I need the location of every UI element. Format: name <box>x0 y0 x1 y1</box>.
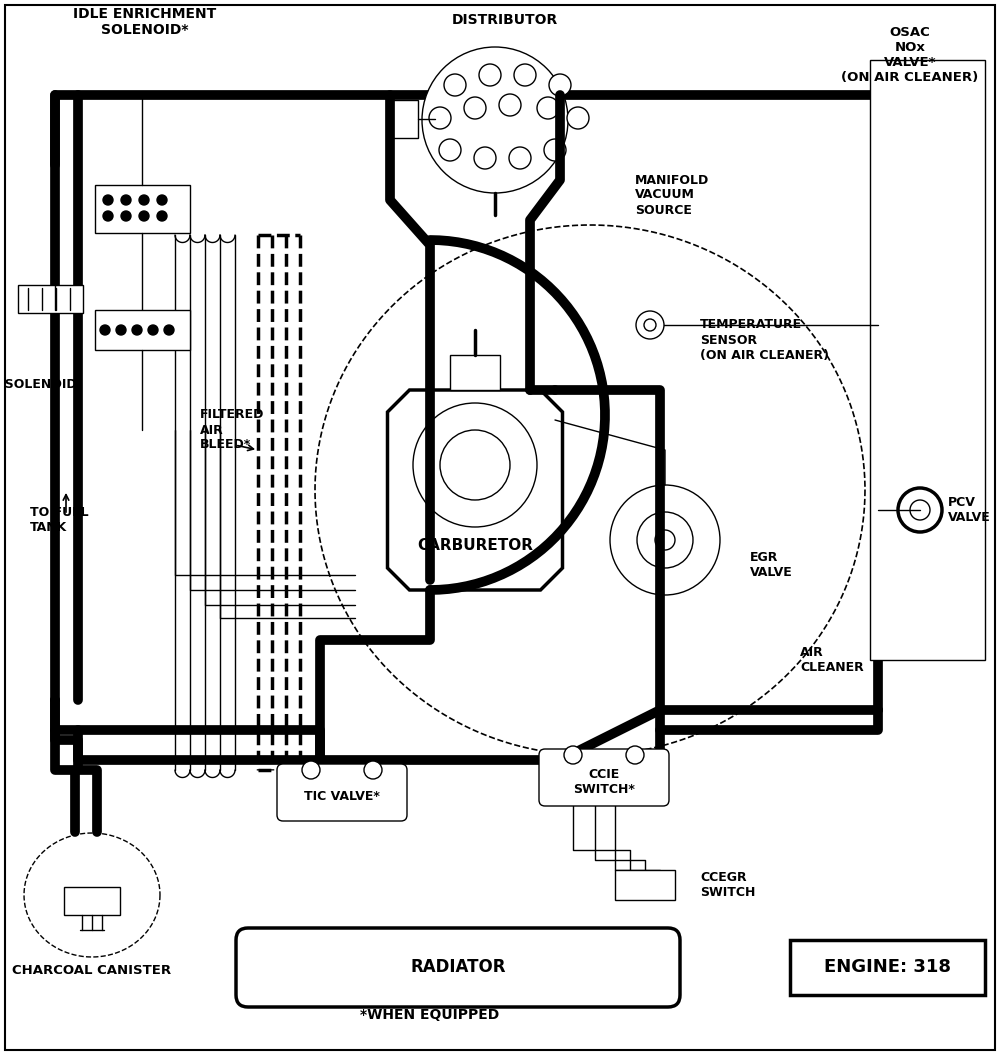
FancyBboxPatch shape <box>277 764 407 821</box>
Text: FILTERED
AIR
BLEED*: FILTERED AIR BLEED* <box>200 408 264 452</box>
Text: AIR
CLEANER: AIR CLEANER <box>800 646 864 674</box>
Circle shape <box>655 530 675 550</box>
FancyBboxPatch shape <box>236 928 680 1008</box>
Text: EGR SOLENOID: EGR SOLENOID <box>0 379 77 391</box>
Circle shape <box>429 107 451 129</box>
Text: DISTRIBUTOR: DISTRIBUTOR <box>452 13 558 27</box>
Text: TIC VALVE*: TIC VALVE* <box>304 790 380 804</box>
Circle shape <box>148 325 158 335</box>
Circle shape <box>509 147 531 169</box>
Circle shape <box>422 47 568 193</box>
Circle shape <box>464 97 486 119</box>
Text: OSAC
NOx
VALVE*
(ON AIR CLEANER): OSAC NOx VALVE* (ON AIR CLEANER) <box>841 26 979 84</box>
Text: PCV
VALVE: PCV VALVE <box>948 496 991 524</box>
Circle shape <box>514 64 536 87</box>
Circle shape <box>898 488 942 532</box>
Circle shape <box>132 325 142 335</box>
Bar <box>64 887 120 915</box>
FancyBboxPatch shape <box>539 749 669 806</box>
Text: CHARCOAL CANISTER: CHARCOAL CANISTER <box>12 963 172 977</box>
Circle shape <box>364 761 382 779</box>
Text: CCIE
SWITCH*: CCIE SWITCH* <box>573 768 635 797</box>
Circle shape <box>440 430 510 500</box>
Circle shape <box>626 746 644 764</box>
Bar <box>95 185 190 233</box>
Circle shape <box>564 746 582 764</box>
Bar <box>450 354 500 390</box>
Circle shape <box>139 211 149 220</box>
Text: TEMPERATURE
SENSOR
(ON AIR CLEANER): TEMPERATURE SENSOR (ON AIR CLEANER) <box>700 319 829 362</box>
Circle shape <box>103 211 113 220</box>
Text: CARBURETOR: CARBURETOR <box>417 537 533 553</box>
Text: IDLE ENRICHMENT
SOLENOID*: IDLE ENRICHMENT SOLENOID* <box>73 7 217 37</box>
Circle shape <box>103 195 113 205</box>
Circle shape <box>157 195 167 205</box>
Circle shape <box>100 325 110 335</box>
Text: RADIATOR: RADIATOR <box>410 959 506 977</box>
Text: ENGINE: 318: ENGINE: 318 <box>824 959 951 977</box>
Circle shape <box>444 74 466 96</box>
Bar <box>95 310 190 350</box>
Circle shape <box>499 94 521 116</box>
Circle shape <box>121 211 131 220</box>
Circle shape <box>549 74 571 96</box>
Circle shape <box>610 485 720 595</box>
Text: MANIFOLD
VACUUM
SOURCE: MANIFOLD VACUUM SOURCE <box>635 173 709 216</box>
Circle shape <box>910 500 930 520</box>
Circle shape <box>116 325 126 335</box>
Circle shape <box>479 64 501 87</box>
Circle shape <box>413 403 537 528</box>
Circle shape <box>121 195 131 205</box>
Bar <box>870 60 985 660</box>
Bar <box>390 100 418 138</box>
Circle shape <box>637 512 693 568</box>
Circle shape <box>157 211 167 220</box>
Circle shape <box>139 195 149 205</box>
Circle shape <box>164 325 174 335</box>
Text: CCEGR
SWITCH: CCEGR SWITCH <box>700 871 755 899</box>
Circle shape <box>537 97 559 119</box>
Circle shape <box>439 139 461 161</box>
Circle shape <box>636 311 664 339</box>
Circle shape <box>474 147 496 169</box>
Bar <box>790 940 985 995</box>
Text: *WHEN EQUIPPED: *WHEN EQUIPPED <box>360 1008 500 1022</box>
Polygon shape <box>388 390 562 590</box>
Circle shape <box>544 139 566 161</box>
Text: EGR
VALVE: EGR VALVE <box>750 551 793 579</box>
Circle shape <box>302 761 320 779</box>
Circle shape <box>567 107 589 129</box>
Bar <box>18 285 83 313</box>
Circle shape <box>644 319 656 331</box>
Text: TO FUEL
TANK: TO FUEL TANK <box>30 506 89 534</box>
Bar <box>615 870 675 900</box>
